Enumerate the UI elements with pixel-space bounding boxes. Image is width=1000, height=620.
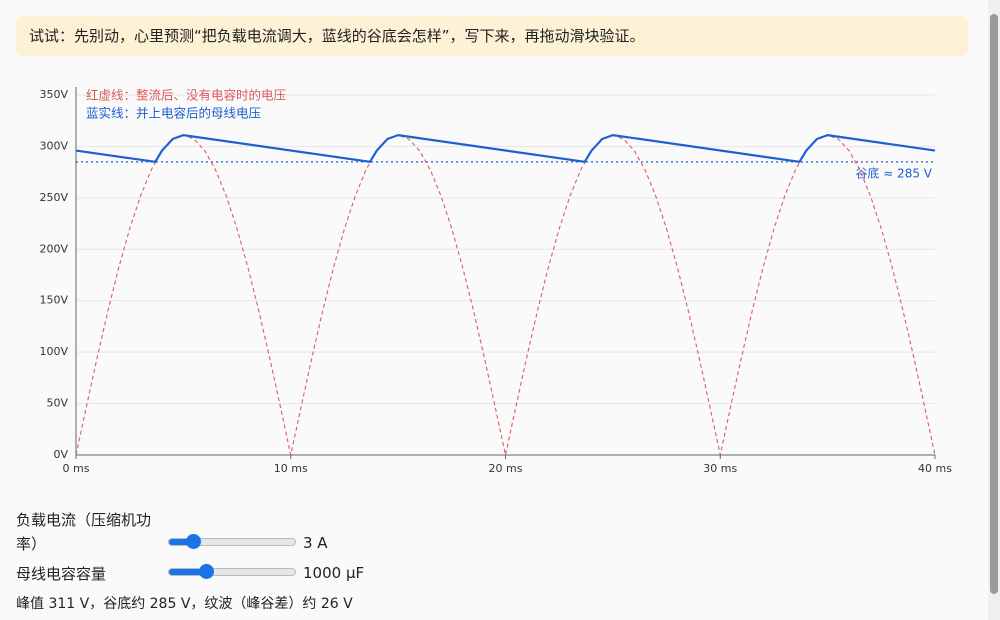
y-tick-label: 300V [39, 139, 68, 152]
control-label: 负载电流（压缩机功率） [16, 511, 152, 553]
scrollbar[interactable] [988, 0, 1000, 620]
tip-banner: 试试：先别动，心里预测“把负载电流调大，蓝线的谷底会怎样”，写下来，再拖动滑块验… [16, 16, 968, 56]
y-tick-label: 0V [53, 448, 68, 461]
legend-entry: 红虚线：整流后、没有电容时的电压 [86, 88, 286, 103]
x-tick-label: 20 ms [489, 462, 523, 475]
control-value: 1000 µF [303, 564, 365, 582]
y-tick-label: 350V [39, 88, 68, 101]
slider[interactable] [168, 534, 296, 549]
y-tick-label: 100V [39, 345, 68, 358]
reference-label: 谷底 ≈ 285 V [855, 165, 932, 180]
y-tick-label: 250V [39, 191, 68, 204]
series-line [75, 133, 936, 164]
x-tick-label: 30 ms [703, 462, 737, 475]
y-tick-label: 50V [46, 397, 68, 410]
summary: 峰值 311 V，谷底约 285 V，纹波（峰谷差）约 26 V [16, 596, 353, 612]
x-tick-label: 40 ms [918, 462, 952, 475]
control-label: 母线电容容量 [16, 565, 107, 583]
legend-entry: 蓝实线：并上电容后的母线电压 [86, 106, 261, 121]
x-tick-label: 10 ms [274, 462, 308, 475]
control-value: 3 A [303, 534, 328, 552]
chart: 0V 50V 100V 150V 200V 250V 300V 350V 0 ms 10 ms 20… [39, 87, 952, 475]
y-tick-label: 200V [39, 242, 68, 255]
slider[interactable] [168, 564, 296, 579]
y-tick-label: 150V [39, 294, 68, 307]
x-tick-label: 0 ms [63, 462, 90, 475]
series-line [75, 134, 936, 456]
